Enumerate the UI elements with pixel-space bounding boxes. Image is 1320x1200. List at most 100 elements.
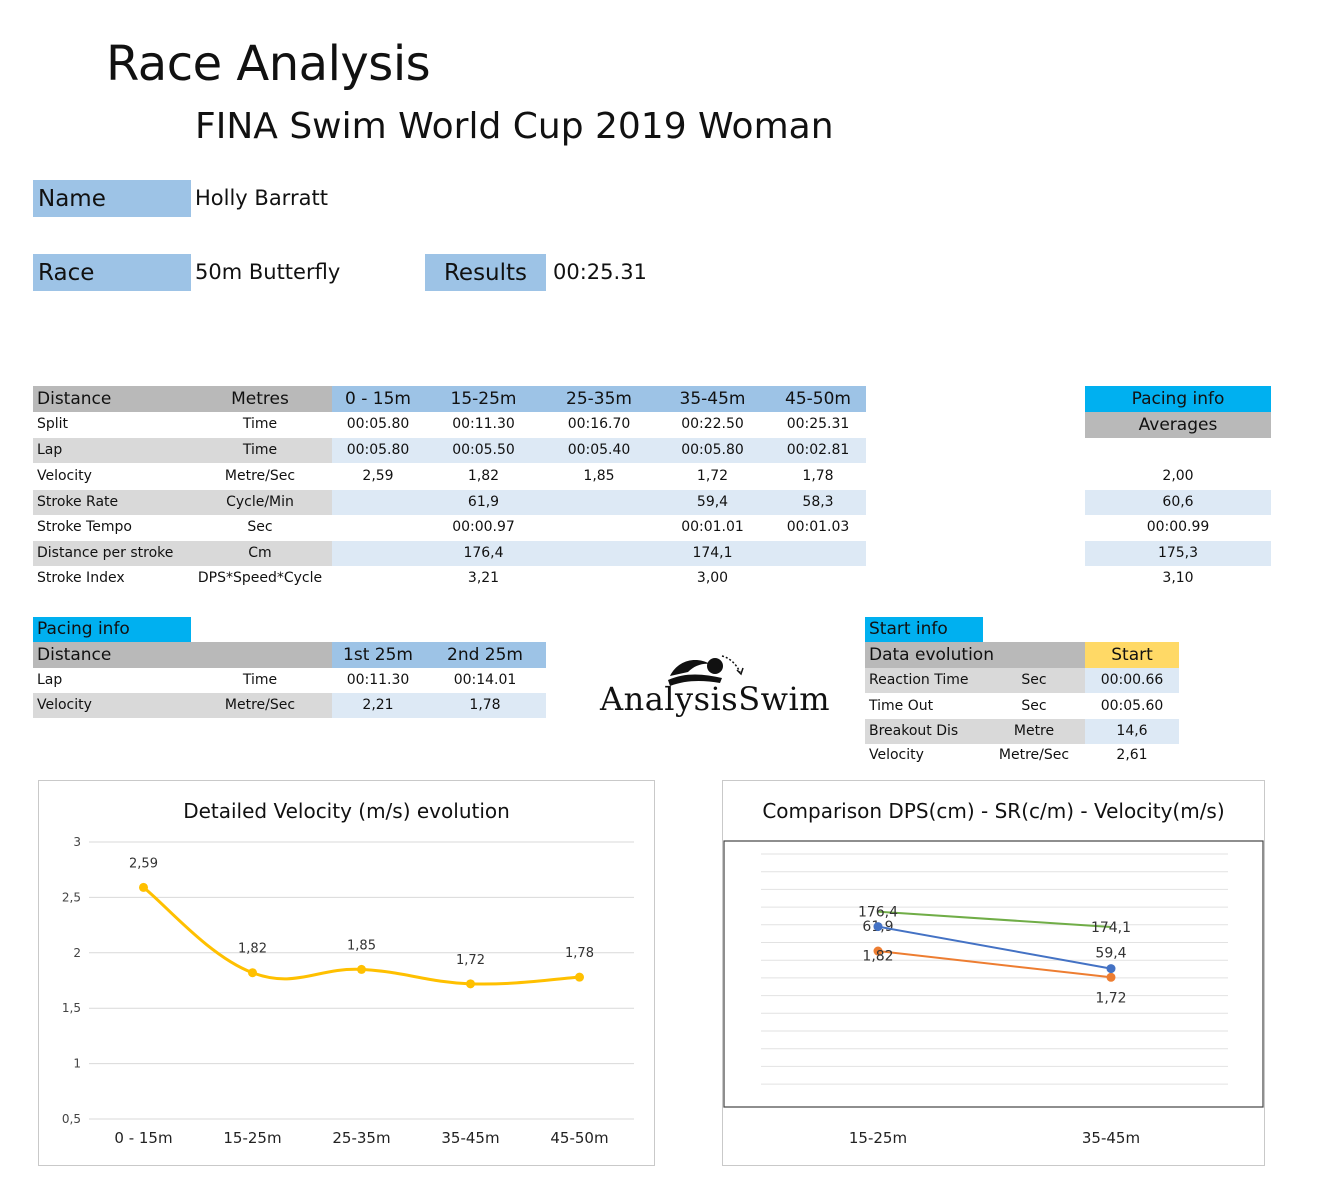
start-title: Start info	[869, 619, 948, 639]
pacing-col-header: 1st 25m	[343, 645, 413, 665]
plot-frame	[723, 840, 1264, 1108]
x-tick-label: 35-45m	[441, 1129, 499, 1147]
row-band	[332, 693, 546, 718]
x-tick-label: 0 - 15m	[114, 1129, 172, 1147]
page-title: Race Analysis	[106, 36, 431, 92]
x-tick-label: 45-50m	[550, 1129, 608, 1147]
table-cell: 00:05.40	[567, 442, 631, 458]
analysisswim-logo: AnalysisSwim	[598, 650, 830, 720]
name-value: Holly Barratt	[195, 186, 328, 210]
data-label: 2,59	[129, 856, 158, 871]
start-header-band	[865, 642, 1085, 668]
start-data-header: Data evolution	[869, 645, 994, 665]
avg-cell	[1085, 412, 1271, 437]
table-cell: 14,6	[1116, 723, 1148, 739]
table-cell: 1,78	[802, 468, 834, 484]
row-label: Lap	[37, 442, 63, 458]
segment-header: 25-35m	[566, 389, 632, 409]
results-value: 00:25.31	[553, 260, 647, 284]
avg-band	[1085, 490, 1271, 515]
table-cell: 1,82	[467, 468, 500, 484]
row-label: Stroke Rate	[37, 494, 119, 510]
row-unit: Cm	[248, 545, 272, 561]
race-value: 50m Butterfly	[195, 260, 341, 284]
y-tick-label: 2,5	[62, 890, 81, 904]
row-label: Distance per stroke	[37, 545, 174, 561]
pacing-col-header: 2nd 25m	[447, 645, 523, 665]
data-label: 1,72	[1095, 991, 1126, 1007]
avg-cell: 175,3	[1157, 545, 1199, 561]
logo-text: AnalysisSwim	[600, 680, 831, 718]
row-unit: Metre/Sec	[224, 468, 296, 484]
row-unit: Cycle/Min	[226, 494, 294, 510]
pacing-info-header-band	[1085, 386, 1271, 412]
pacing-col-header-band	[332, 642, 546, 668]
table-cell: 00:25.31	[786, 416, 850, 432]
results-label: Results	[425, 254, 546, 291]
start-col-header-band	[1085, 642, 1179, 668]
x-tick-label: 15-25m	[849, 1129, 907, 1147]
velocity-point	[575, 972, 584, 982]
row-label: Reaction Time	[869, 672, 969, 688]
data-label: 1,82	[238, 942, 267, 957]
row-band	[33, 693, 332, 718]
x-tick-label: 25-35m	[332, 1129, 390, 1147]
velocity-chart-title: Detailed Velocity (m/s) evolution	[183, 799, 510, 823]
comparison-point	[1106, 964, 1116, 974]
row-label: Velocity	[37, 697, 92, 713]
table-cell: 2,59	[362, 468, 394, 484]
data-label: 1,78	[565, 946, 594, 961]
table-cell	[543, 566, 655, 591]
comparison-point	[873, 946, 883, 956]
data-label: 1,82	[862, 949, 893, 965]
avg-cell	[1085, 438, 1271, 463]
comparison-chart-title: Comparison DPS(cm) - SR(c/m) - Velocity(…	[762, 799, 1225, 823]
row-unit: Time	[242, 416, 278, 432]
splits-segment-header-band	[332, 386, 866, 412]
y-tick-label: 1,5	[62, 1001, 81, 1015]
table-cell	[770, 541, 866, 566]
table-cell: 00:05.80	[346, 416, 410, 432]
table-cell: 61,9	[467, 494, 500, 510]
table-cell: 00:11.30	[452, 416, 515, 432]
avg-cell: 60,6	[1162, 494, 1194, 510]
table-cell: 3,00	[696, 570, 729, 586]
start-col-header: Start	[1111, 645, 1153, 665]
data-label: 59,4	[1095, 945, 1126, 961]
comparison-point	[873, 922, 883, 932]
averages-header-band	[1085, 412, 1271, 438]
row-label: Stroke Tempo	[37, 519, 132, 535]
table-cell: 1,72	[696, 468, 729, 484]
segment-header: 15-25m	[450, 389, 517, 409]
data-label: 1,72	[456, 953, 485, 968]
col-distance-header: Distance	[37, 389, 112, 409]
pacing-header-band	[33, 642, 332, 668]
table-cell	[332, 490, 424, 515]
avg-cell: 00:00.99	[1146, 519, 1210, 535]
table-cell: 176,4	[463, 545, 504, 561]
comparison-series-line	[877, 925, 1112, 970]
avg-cell: 2,00	[1162, 468, 1194, 484]
pacing-title: Pacing info	[37, 619, 130, 639]
row-band	[33, 490, 332, 515]
data-label: 174,1	[1091, 920, 1131, 936]
averages-header: Averages	[1138, 415, 1218, 435]
table-cell: 00:05.50	[452, 442, 515, 458]
segment-header: 35-45m	[679, 389, 746, 409]
segment-header: 0 - 15m	[345, 389, 411, 409]
table-cell: 1,78	[469, 697, 501, 713]
row-band	[332, 490, 866, 515]
y-tick-label: 2	[73, 946, 81, 960]
table-cell: 00:01.03	[786, 519, 850, 535]
data-label: 1,85	[347, 938, 376, 953]
pacing-title-band	[33, 617, 191, 642]
table-cell: 59,4	[696, 494, 729, 510]
comparison-series-line	[877, 950, 1112, 979]
velocity-point	[466, 979, 475, 989]
row-label: Stroke Index	[37, 570, 125, 586]
comparison-series-line	[877, 910, 1112, 928]
velocity-point	[139, 882, 148, 892]
row-band	[865, 719, 1085, 744]
comparison-chart: Comparison DPS(cm) - SR(c/m) - Velocity(…	[722, 780, 1265, 1166]
splits-header-band	[33, 386, 332, 412]
